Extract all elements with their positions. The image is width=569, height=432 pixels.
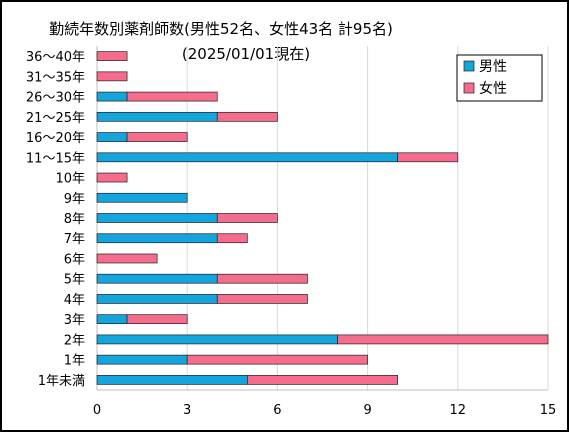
bar-female xyxy=(397,152,459,163)
y-tick-label: 4年 xyxy=(64,293,85,308)
bar-female xyxy=(96,253,158,264)
y-tick-label: 5年 xyxy=(64,273,85,288)
y-tick-label: 9年 xyxy=(64,192,85,207)
bar-female xyxy=(216,273,308,284)
bar-male xyxy=(96,334,338,345)
bar-male xyxy=(96,314,128,325)
label-layer: 0 3 6 9 12 15 36～40年 31～35年 26～30年 21～25年 16～20年 11… xyxy=(26,50,556,418)
y-tick-label: 21～25年 xyxy=(26,111,85,126)
bar-male xyxy=(96,213,218,223)
bar-female xyxy=(216,111,278,122)
chart-subtitle: (2025/01/01現在) xyxy=(182,45,310,63)
bar-male xyxy=(96,273,218,284)
y-tick-label: 26～30年 xyxy=(26,91,85,106)
y-tick-label: 36～40年 xyxy=(26,50,85,65)
bar-female xyxy=(216,233,248,244)
bar-male xyxy=(96,354,188,365)
bar-female xyxy=(126,91,218,102)
x-tick-label: 0 xyxy=(93,403,101,418)
bar-female xyxy=(337,334,549,345)
y-tick-label: 31～35年 xyxy=(26,70,85,85)
y-tick-label: 8年 xyxy=(64,212,85,227)
bar-male xyxy=(96,192,188,203)
bar-female xyxy=(216,213,278,223)
x-tick-label: 15 xyxy=(540,403,557,418)
legend-swatch xyxy=(463,82,475,94)
bar-female xyxy=(216,294,308,304)
y-tick-label: 6年 xyxy=(64,252,85,267)
y-tick-label: 1年未満 xyxy=(38,374,85,389)
bar-male xyxy=(96,233,218,244)
y-tick-label: 2年 xyxy=(64,333,85,348)
y-tick-label: 10年 xyxy=(55,172,85,187)
x-tick-label: 6 xyxy=(273,403,281,418)
bar-male xyxy=(96,91,128,102)
bar-female xyxy=(96,172,128,183)
y-tick-label: 3年 xyxy=(64,313,85,328)
bar-layer xyxy=(96,51,549,385)
bar-female xyxy=(96,51,128,61)
legend-label: 男性 xyxy=(479,59,507,75)
x-tick-label: 12 xyxy=(450,403,467,418)
x-tick-label: 3 xyxy=(183,403,191,418)
bar-male xyxy=(96,111,218,122)
bar-female xyxy=(126,314,188,325)
bar-female xyxy=(96,71,128,82)
bar-female xyxy=(126,132,188,142)
y-tick-label: 16～20年 xyxy=(26,131,85,146)
y-tick-label: 11～15年 xyxy=(26,151,85,166)
bar-male xyxy=(96,375,248,385)
legend-swatch xyxy=(463,60,475,72)
legend-label: 女性 xyxy=(479,80,507,97)
bar-female xyxy=(246,375,399,385)
chart-title: 勤続年数別薬剤師数(男性52名、女性43名 計95名) xyxy=(49,20,393,38)
bar-male xyxy=(96,294,218,304)
y-tick-label: 1年 xyxy=(64,354,85,369)
bar-female xyxy=(186,354,368,365)
x-tick-label: 9 xyxy=(363,403,371,418)
bar-male xyxy=(96,152,399,163)
bar-male xyxy=(96,132,128,142)
y-tick-label: 7年 xyxy=(64,232,85,247)
